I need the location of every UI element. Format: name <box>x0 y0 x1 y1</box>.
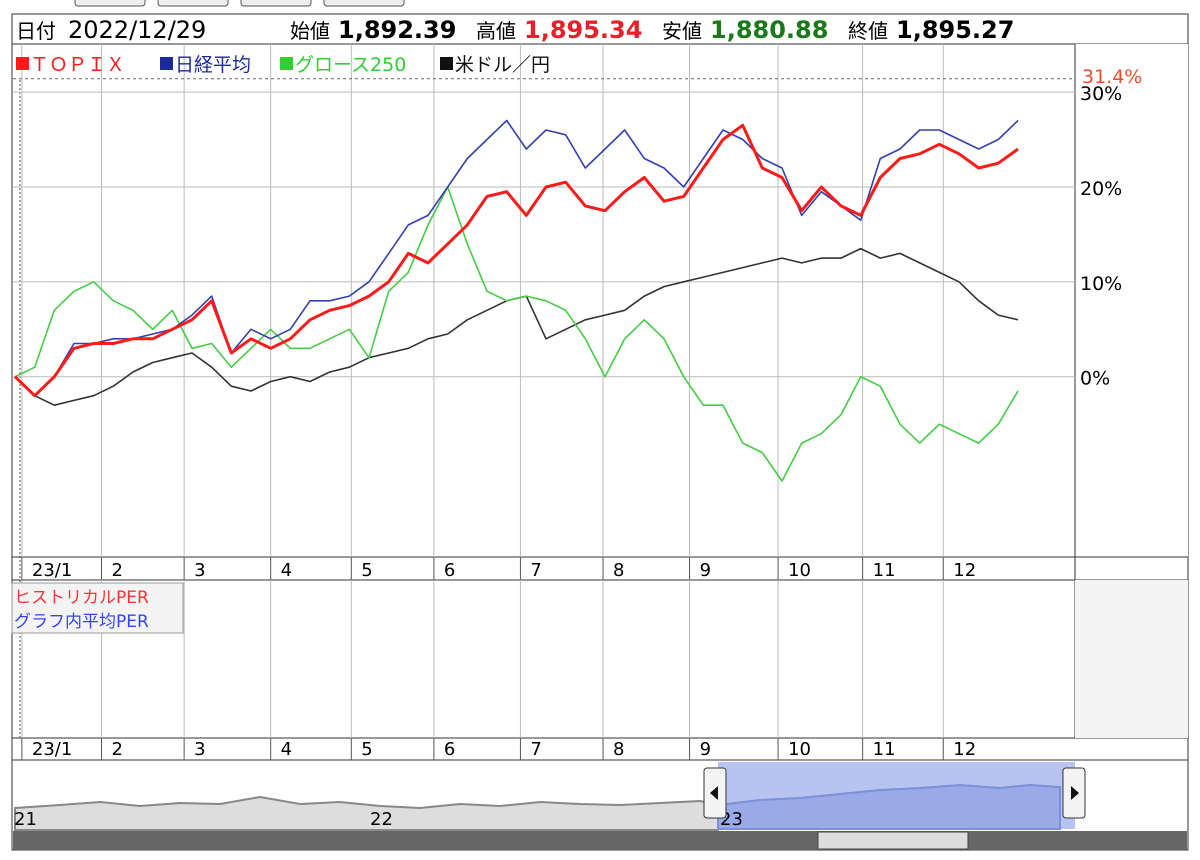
tab[interactable] <box>157 0 229 7</box>
header-value: 1,895.34 <box>524 16 642 44</box>
handle-arrow <box>1071 786 1079 800</box>
header-value: 1,895.27 <box>896 16 1014 44</box>
x-tick-label: 8 <box>613 560 624 581</box>
y-tick-label: 30% <box>1080 83 1122 105</box>
x-tick-label: 6 <box>444 560 455 581</box>
navigator-selection-line <box>717 783 1061 830</box>
x-tick-label: 12 <box>953 739 976 760</box>
x-tick-label: 7 <box>530 739 541 760</box>
x-tick-label: 23/1 <box>32 739 72 760</box>
navigator-label: 21 <box>14 809 37 830</box>
series-line <box>14 119 1019 397</box>
x-tick-label: 2 <box>112 739 123 760</box>
legend-label: 米ドル／円 <box>455 54 550 76</box>
legend-label: ＴＯＰＩＸ <box>30 54 125 76</box>
legend-swatch <box>160 57 173 70</box>
header-label: 安値 <box>662 19 702 43</box>
header-value: 1,892.39 <box>338 16 456 44</box>
x-tick-label: 4 <box>281 560 292 581</box>
axis-panel <box>1075 580 1188 738</box>
tab[interactable] <box>240 0 312 7</box>
legend-swatch <box>440 57 453 70</box>
series-line <box>13 123 1019 398</box>
header-box <box>11 13 1189 45</box>
header-label: 終値 <box>848 19 888 43</box>
per-legend-label: グラフ内平均PER <box>14 612 149 632</box>
legend-label: 日経平均 <box>175 54 251 76</box>
tab[interactable] <box>323 0 405 7</box>
x-tick-label: 9 <box>700 560 711 581</box>
x-tick-label: 8 <box>613 739 624 760</box>
frame <box>11 43 1189 851</box>
scrollbar[interactable] <box>13 831 1187 850</box>
x-tick-label: 2 <box>112 560 123 581</box>
legend-label: グロース250 <box>295 54 406 76</box>
x-tick-label: 4 <box>281 739 292 760</box>
x-tick-label: 3 <box>194 560 205 581</box>
x-tick-label: 10 <box>788 560 811 581</box>
per-legend-label: ヒストリカルPER <box>14 588 149 608</box>
x-tick-label: 7 <box>530 560 541 581</box>
header-label: 日付 <box>16 19 56 43</box>
x-tick-label: 11 <box>873 560 896 581</box>
reference-label-bg <box>1077 64 1157 81</box>
x-tick-label: 23/1 <box>32 560 72 581</box>
x-tick-label: 5 <box>361 560 372 581</box>
x-tick-label: 10 <box>788 739 811 760</box>
series-line <box>14 247 1019 406</box>
y-tick-label: 0% <box>1080 368 1110 390</box>
y-tick-label: 10% <box>1080 273 1122 295</box>
x-tick-label: 5 <box>361 739 372 760</box>
header-value: 1,880.88 <box>710 16 828 44</box>
x-tick-label: 3 <box>194 739 205 760</box>
x-tick-label: 11 <box>873 739 896 760</box>
x-tick-label: 9 <box>700 739 711 760</box>
header-date: 2022/12/29 <box>68 16 206 44</box>
scrollbar-thumb[interactable] <box>817 831 969 850</box>
x-tick-label: 12 <box>953 560 976 581</box>
axis-panel <box>1075 44 1188 557</box>
series-line <box>14 186 1019 482</box>
tab[interactable] <box>74 0 146 7</box>
legend-swatch <box>280 57 293 70</box>
navigator-label: 22 <box>370 809 393 830</box>
handle-arrow <box>710 786 718 800</box>
header-label: 高値 <box>476 19 516 43</box>
header-label: 始値 <box>290 19 330 43</box>
legend-swatch <box>16 57 29 70</box>
per-legend-box <box>11 582 184 634</box>
x-tick-label: 6 <box>444 739 455 760</box>
y-tick-label: 20% <box>1080 178 1122 200</box>
reference-label: 31.4% <box>1082 66 1142 88</box>
